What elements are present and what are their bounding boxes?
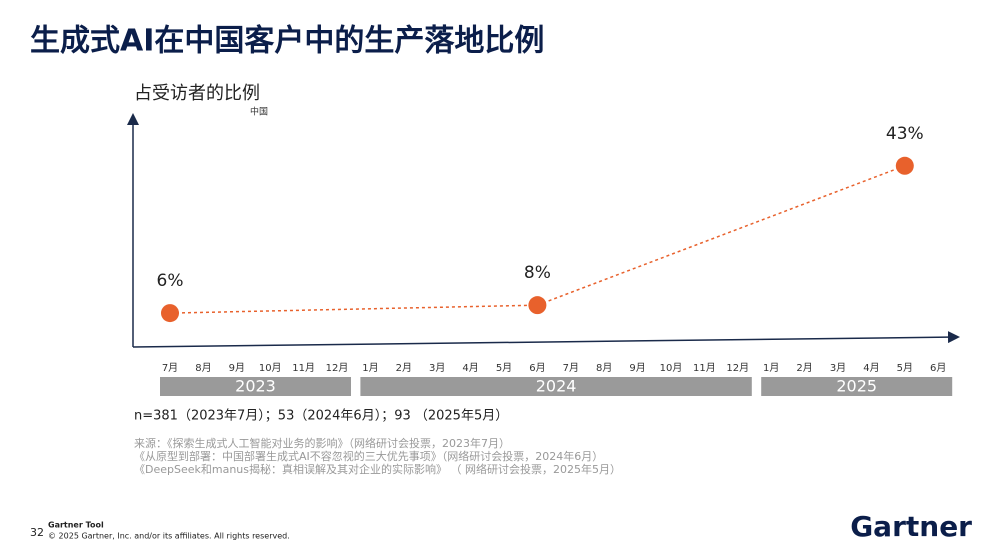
x-tick-label: 2月 xyxy=(796,362,812,374)
x-axis xyxy=(132,331,960,348)
source: 《DeepSeek和manus揭秘：真相误解及其对企业的实际影响》 （ 网络研讨… xyxy=(134,462,621,476)
logo: Gartner xyxy=(850,510,972,543)
x-tick-label: 2月 xyxy=(396,362,412,374)
page-number: 32 xyxy=(30,526,44,539)
x-tick-label: 4月 xyxy=(462,362,478,374)
x-tick-label: 1月 xyxy=(362,362,378,374)
x-tick-label: 9月 xyxy=(629,362,645,374)
year-label: 2023 xyxy=(235,377,276,396)
x-tick-label: 9月 xyxy=(229,362,245,374)
year-band xyxy=(360,377,752,396)
x-tick-label: 11月 xyxy=(693,362,716,374)
data-point xyxy=(528,296,547,315)
trend-line xyxy=(537,165,906,306)
data-point xyxy=(161,304,179,323)
year-band xyxy=(160,377,351,396)
tool: Gartner Tool xyxy=(48,521,104,530)
x-tick-label: 1月 xyxy=(763,362,779,374)
x-tick-label: 10月 xyxy=(660,362,683,374)
x-tick-label: 12月 xyxy=(326,362,349,374)
year-label: 2025 xyxy=(836,377,877,396)
data-label: 6% xyxy=(157,271,184,291)
x-tick-label: 6月 xyxy=(529,362,545,374)
title: 生成式AI在中国客户中的生产落地比例 xyxy=(30,24,544,59)
source: 来源：《探索生成式人工智能对业务的影响》（网络研讨会投票，2023年7月） xyxy=(134,436,510,450)
x-tick-label: 5月 xyxy=(897,362,913,374)
copyright: © 2025 Gartner, Inc. and/or its affiliat… xyxy=(48,532,290,541)
x-tick-label: 8月 xyxy=(596,362,612,374)
x-tick-label: 3月 xyxy=(830,362,846,374)
year-label: 2024 xyxy=(536,377,577,396)
x-tick-label: 10月 xyxy=(259,362,282,374)
data-point xyxy=(895,156,914,175)
x-tick-label: 8月 xyxy=(195,362,211,374)
trend-line xyxy=(169,304,538,314)
x-tick-label: 6月 xyxy=(930,362,946,374)
region: 中国 xyxy=(250,106,268,118)
x-tick-label: 4月 xyxy=(863,362,879,374)
data-label: 8% xyxy=(524,263,551,283)
x-tick-label: 7月 xyxy=(162,362,178,374)
data-label: 43% xyxy=(886,124,924,144)
subtitle: 占受访者的比例 xyxy=(134,83,260,104)
year-band xyxy=(761,377,953,396)
x-tick-label: 11月 xyxy=(292,362,315,374)
x-tick-label: 3月 xyxy=(429,362,445,374)
x-tick-label: 12月 xyxy=(726,362,749,374)
source: 《从原型到部署：中国部署生成式AI不容忽视的三大优先事项》（网络研讨会投票，20… xyxy=(134,449,603,463)
x-tick-label: 5月 xyxy=(496,362,512,374)
sample-note: n=381（2023年7月）；53（2024年6月）；93 （2025年5月） xyxy=(134,409,508,424)
x-tick-label: 7月 xyxy=(563,362,579,374)
